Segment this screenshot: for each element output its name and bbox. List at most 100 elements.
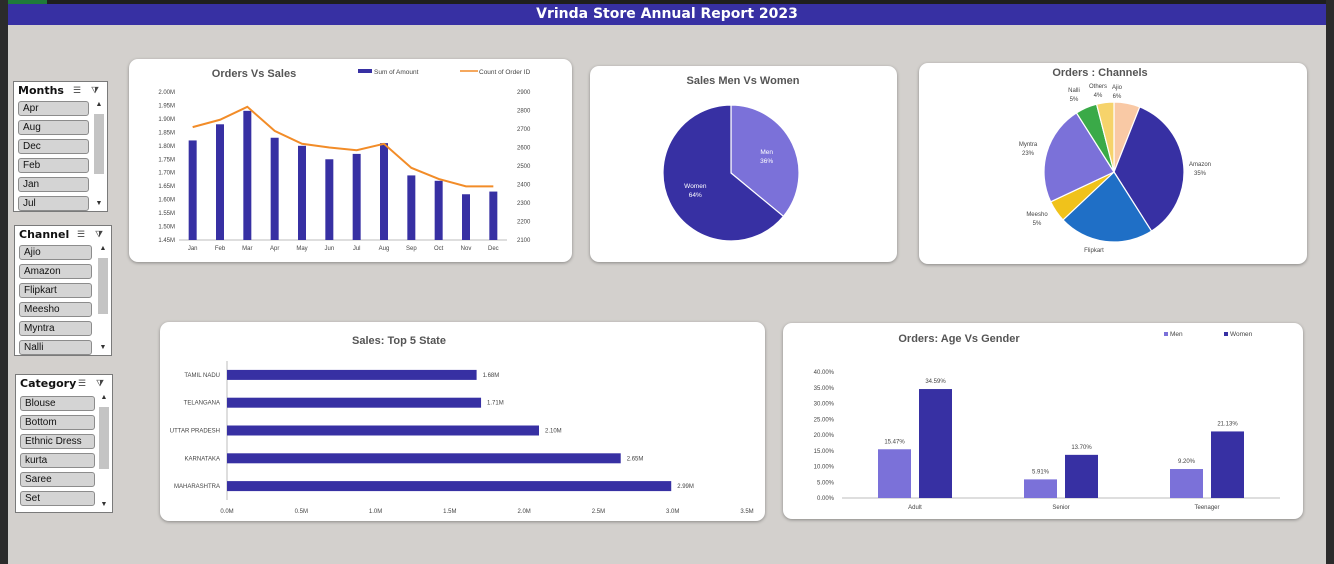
x-tick-label: Sep [406, 246, 417, 252]
data-label: 1.71M [487, 401, 504, 407]
slicer-item-jan[interactable]: Jan [18, 177, 89, 192]
y-tick-label: 35.00% [814, 386, 835, 392]
x-tick-label: 0.5M [295, 509, 308, 515]
bar-tamil-nadu [227, 369, 477, 380]
y-tick-label: 20.00% [814, 433, 835, 439]
slicer-item-ajio[interactable]: Ajio [19, 245, 92, 260]
data-label: 2.99M [677, 484, 694, 490]
bar-amount-aug [380, 143, 388, 240]
pie-slice-others [1095, 101, 1115, 173]
slicer-item-nalli[interactable]: Nalli [19, 340, 92, 355]
slicer-item-meesho[interactable]: Meesho [19, 302, 92, 317]
line-count-of-order-id [192, 105, 494, 188]
slicer-scrollbar[interactable]: ▲ ▼ [97, 244, 109, 353]
y-right-tick-label: 2400 [517, 183, 531, 189]
pie-slice-flipkart [1062, 171, 1153, 243]
months-slicer[interactable]: Months ☰ ⧩ Apr Aug Dec Feb Jan Jul ▲ ▼ [13, 81, 108, 212]
selected-cell-indicator [0, 0, 47, 4]
pie-slice-myntra [1043, 112, 1115, 203]
bar-telangana [227, 397, 482, 408]
pie-slice-amazon [1113, 106, 1185, 232]
x-tick-label: Jun [324, 246, 334, 252]
y-left-tick-label: 1.85M [158, 130, 175, 136]
slicer-item-amazon[interactable]: Amazon [19, 264, 92, 279]
clear-filter-icon[interactable]: ⧩ [95, 378, 105, 388]
multi-select-icon[interactable]: ☰ [77, 378, 87, 388]
y-left-tick-label: 1.55M [158, 211, 175, 217]
data-label: 15.47% [884, 439, 905, 445]
spreadsheet-right-margin [1326, 0, 1334, 564]
x-tick-label: Apr [270, 246, 279, 252]
scroll-down-icon[interactable]: ▼ [95, 200, 103, 207]
slicer-item-saree[interactable]: Saree [20, 472, 95, 487]
y-right-tick-label: 2200 [517, 220, 531, 226]
slicer-item-feb[interactable]: Feb [18, 158, 89, 173]
data-label: 13.70% [1071, 445, 1092, 451]
slicer-item-apr[interactable]: Apr [18, 101, 89, 116]
slicer-item-set[interactable]: Set [20, 491, 95, 506]
pie-label-ajio: Ajio [1112, 85, 1123, 91]
scroll-down-icon[interactable]: ▼ [99, 344, 107, 351]
bar-women-adult [919, 389, 952, 498]
bar-women-senior [1065, 454, 1098, 498]
x-tick-label: 3.0M [666, 509, 679, 515]
slicer-item-myntra[interactable]: Myntra [19, 321, 92, 336]
pie-label-meesho: Meesho [1026, 212, 1048, 218]
scroll-thumb[interactable] [94, 114, 104, 174]
slicer-item-blouse[interactable]: Blouse [20, 396, 95, 411]
bar-men-adult [878, 449, 911, 498]
slicer-scrollbar[interactable]: ▲ ▼ [98, 393, 110, 510]
pie-label-men: Men [760, 149, 773, 156]
x-tick-label: Mar [242, 246, 252, 252]
bar-women-teenager [1211, 431, 1244, 498]
data-label: 34.59% [925, 379, 946, 385]
slicer-item-kurta[interactable]: kurta [20, 453, 95, 468]
channel-slicer[interactable]: Channel ☰ ⧩ Ajio Amazon Flipkart Meesho Myntra N… [14, 225, 112, 356]
pie-label-nalli: Nalli [1068, 88, 1080, 94]
multi-select-icon[interactable]: ☰ [76, 229, 86, 239]
scroll-thumb[interactable] [99, 407, 109, 469]
data-label: 1.68M [483, 373, 500, 379]
scroll-up-icon[interactable]: ▲ [95, 101, 103, 108]
y-left-tick-label: 1.45M [158, 238, 175, 244]
slicer-header: Channel ☰ ⧩ [15, 226, 111, 243]
pie-label-women: Women [684, 183, 707, 190]
x-tick-label: May [296, 246, 307, 252]
sales-top5-state-chart: Sales: Top 5 State TAMIL NADU 1.68M TELANGA… [170, 335, 754, 515]
clear-filter-icon[interactable]: ⧩ [90, 85, 100, 95]
x-tick-label: Teenager [1194, 505, 1219, 511]
slicer-header: Category ☰ ⧩ [16, 375, 112, 392]
slicer-item-flipkart[interactable]: Flipkart [19, 283, 92, 298]
scroll-down-icon[interactable]: ▼ [100, 501, 108, 508]
slicer-item-aug[interactable]: Aug [18, 120, 89, 135]
slicer-item-jul[interactable]: Jul [18, 196, 89, 211]
clear-filter-icon[interactable]: ⧩ [94, 229, 104, 239]
slicer-title: Category [20, 377, 77, 390]
slicer-scrollbar[interactable]: ▲ ▼ [93, 100, 105, 209]
pie-label-others: Others [1089, 84, 1107, 90]
data-label: 5.91% [1032, 469, 1050, 475]
data-label: 2.65M [627, 456, 644, 462]
bar-uttar-pradesh [227, 425, 539, 436]
slicer-item-ethnic-dress[interactable]: Ethnic Dress [20, 434, 95, 449]
spreadsheet-left-margin [0, 0, 8, 564]
x-tick-label: Feb [215, 246, 226, 252]
slicer-item-dec[interactable]: Dec [18, 139, 89, 154]
category-slicer[interactable]: Category ☰ ⧩ Blouse Bottom Ethnic Dress kurta S… [15, 374, 113, 513]
x-tick-label: Dec [488, 246, 499, 252]
scroll-up-icon[interactable]: ▲ [100, 394, 108, 401]
multi-select-icon[interactable]: ☰ [72, 85, 82, 95]
slicer-item-bottom[interactable]: Bottom [20, 415, 95, 430]
y-right-tick-label: 2500 [517, 164, 531, 170]
orders-vs-sales-chart: Orders Vs Sales Sum of Amount Count of Ord… [158, 68, 531, 252]
scroll-up-icon[interactable]: ▲ [99, 245, 107, 252]
chart-title: Sales: Top 5 State [352, 335, 446, 347]
y-right-tick-label: 2900 [517, 90, 531, 96]
bar-amount-jan [188, 140, 197, 240]
orders-channels-card: Orders : Channels Ajio 6% Amazon 35% Flipkart… [919, 63, 1307, 264]
pie-label-flipkart: Flipkart [1084, 248, 1104, 254]
y-left-tick-label: 1.65M [158, 184, 175, 190]
y-right-tick-label: 2700 [517, 127, 531, 133]
chart-title: Orders : Channels [1052, 67, 1147, 79]
scroll-thumb[interactable] [98, 258, 108, 314]
